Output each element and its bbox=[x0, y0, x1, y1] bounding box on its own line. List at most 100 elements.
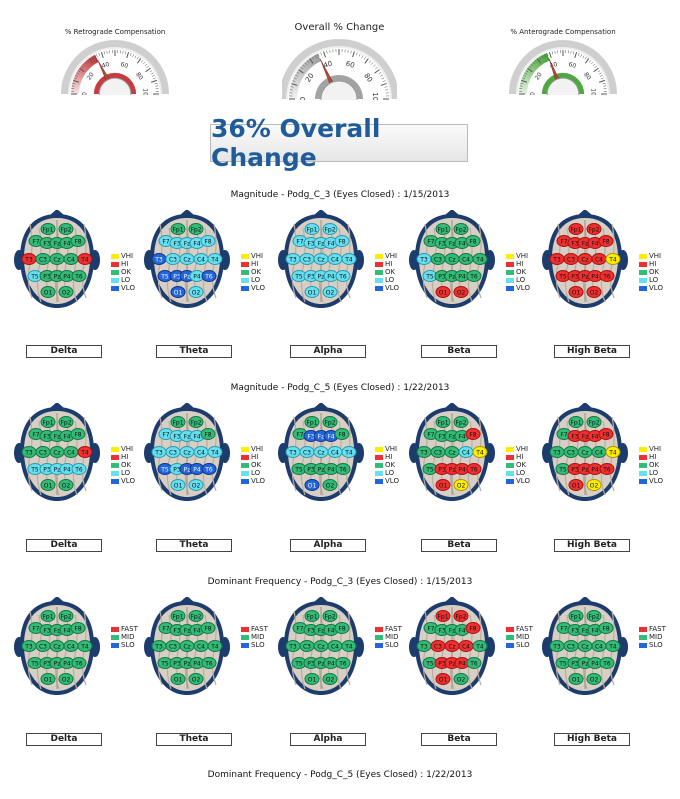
electrode-label: P4 bbox=[458, 466, 466, 473]
legend-item: LO bbox=[506, 276, 530, 284]
electrode-label: P3 bbox=[173, 273, 181, 280]
electrode-t6 bbox=[599, 463, 615, 475]
legend-label: HI bbox=[251, 260, 259, 268]
electrode-label: O2 bbox=[590, 289, 599, 296]
electrode-label: T3 bbox=[154, 256, 163, 263]
legend-item: SLO bbox=[111, 641, 138, 649]
electrode-label: Fz bbox=[449, 433, 456, 440]
electrode-o1 bbox=[435, 286, 451, 298]
legend-label: MID bbox=[121, 633, 135, 641]
electrode-label: T5 bbox=[30, 660, 39, 667]
legend-swatch bbox=[241, 634, 249, 640]
legend: FAST MID SLO bbox=[639, 625, 666, 649]
legend-item: VLO bbox=[111, 477, 135, 485]
legend-label: OK bbox=[385, 461, 396, 469]
legend-item: LO bbox=[111, 276, 135, 284]
legend-item: MID bbox=[111, 633, 138, 641]
electrode-label: T3 bbox=[288, 643, 297, 650]
electrode-t4 bbox=[207, 253, 223, 265]
legend-swatch bbox=[241, 277, 249, 283]
electrode-label: C4 bbox=[462, 643, 470, 650]
band-label-theta: Theta bbox=[156, 345, 232, 358]
overall-change-text: 36% Overall Change bbox=[211, 114, 381, 172]
electrode-o2 bbox=[453, 286, 469, 298]
legend-label: VLO bbox=[649, 284, 663, 292]
electrode-label: T3 bbox=[24, 256, 33, 263]
legend-item: LO bbox=[375, 276, 399, 284]
electrode-label: Fz bbox=[318, 240, 325, 247]
electrode-label: Fp1 bbox=[42, 226, 53, 233]
electrode-label: O1 bbox=[439, 482, 448, 489]
legend-swatch bbox=[639, 269, 647, 275]
electrode-label: Fz bbox=[54, 240, 61, 247]
electrode-label: F4 bbox=[591, 240, 598, 247]
electrode-label: P4 bbox=[63, 466, 71, 473]
legend-item: VHI bbox=[241, 445, 265, 453]
electrode-label: C3 bbox=[169, 256, 177, 263]
legend-swatch bbox=[375, 462, 383, 468]
legend-swatch bbox=[506, 626, 514, 632]
legend-item: OK bbox=[375, 268, 399, 276]
electrode-label: Fz bbox=[54, 433, 61, 440]
legend-item: OK bbox=[639, 461, 663, 469]
electrode-label: Fp1 bbox=[570, 613, 581, 620]
legend-swatch bbox=[111, 277, 119, 283]
electrode-label: T3 bbox=[154, 449, 163, 456]
electrode-label: F8 bbox=[338, 625, 345, 632]
gauge-tick-label: 20 bbox=[304, 72, 316, 84]
electrode-o2 bbox=[188, 673, 204, 685]
electrode-label: O2 bbox=[590, 482, 599, 489]
electrode-label: Fz bbox=[582, 627, 589, 634]
legend-label: VHI bbox=[516, 445, 529, 453]
legend-label: VHI bbox=[649, 252, 662, 260]
electrode-f8 bbox=[465, 235, 481, 247]
electrode-label: T6 bbox=[204, 466, 213, 473]
electrode-f8 bbox=[70, 235, 86, 247]
legend-item: OK bbox=[375, 461, 399, 469]
electrode-label: F7 bbox=[427, 238, 434, 245]
electrode-label: T4 bbox=[608, 449, 617, 456]
legend-label: HI bbox=[121, 260, 129, 268]
electrode-label: F3 bbox=[43, 240, 50, 247]
legend-label: SLO bbox=[385, 641, 399, 649]
legend-item: OK bbox=[111, 461, 135, 469]
electrode-label: C3 bbox=[169, 449, 177, 456]
electrode-label: C4 bbox=[462, 449, 470, 456]
electrode-fp1 bbox=[40, 223, 56, 235]
electrode-fp1 bbox=[170, 223, 186, 235]
electrode-o2 bbox=[188, 479, 204, 491]
electrode-o1 bbox=[170, 479, 186, 491]
electrode-label: Pz bbox=[318, 660, 325, 667]
electrode-label: Fp1 bbox=[437, 419, 448, 426]
electrode-t4 bbox=[77, 640, 93, 652]
electrode-t6 bbox=[71, 463, 87, 475]
legend-label: VHI bbox=[649, 445, 662, 453]
electrode-label: Fp2 bbox=[324, 613, 335, 620]
legend-label: OK bbox=[516, 268, 527, 276]
electrode-label: C3 bbox=[169, 643, 177, 650]
electrode-label: P4 bbox=[327, 660, 335, 667]
electrode-label: F8 bbox=[602, 431, 609, 438]
electrode-label: T3 bbox=[154, 643, 163, 650]
electrode-label: F8 bbox=[338, 238, 345, 245]
gauge-tick-label: 0 bbox=[530, 92, 537, 96]
electrode-o1 bbox=[568, 479, 584, 491]
legend-item: VLO bbox=[639, 477, 663, 485]
electrode-t4 bbox=[207, 640, 223, 652]
legend: VHI HI OK LO VLO bbox=[111, 445, 135, 485]
electrode-label: F7 bbox=[32, 431, 39, 438]
electrode-label: F4 bbox=[458, 240, 465, 247]
legend-swatch bbox=[111, 470, 119, 476]
brain-map-high-beta: Fp1 Fp2 F7 F3 Fz F4 F8 T3 C3 Cz C4 T4 T5 P3 Pz P4 T6 O1 O2 bbox=[542, 403, 628, 501]
electrode-label: O1 bbox=[174, 482, 183, 489]
electrode-label: C3 bbox=[303, 643, 311, 650]
electrode-label: T4 bbox=[608, 256, 617, 263]
electrode-label: C3 bbox=[434, 256, 442, 263]
legend-label: MID bbox=[385, 633, 399, 641]
band-label-alpha: Alpha bbox=[290, 733, 366, 746]
electrode-o2 bbox=[586, 286, 602, 298]
electrode-label: F8 bbox=[204, 238, 211, 245]
electrode-label: T6 bbox=[602, 273, 611, 280]
electrode-label: F3 bbox=[173, 240, 180, 247]
legend-label: OK bbox=[251, 461, 262, 469]
